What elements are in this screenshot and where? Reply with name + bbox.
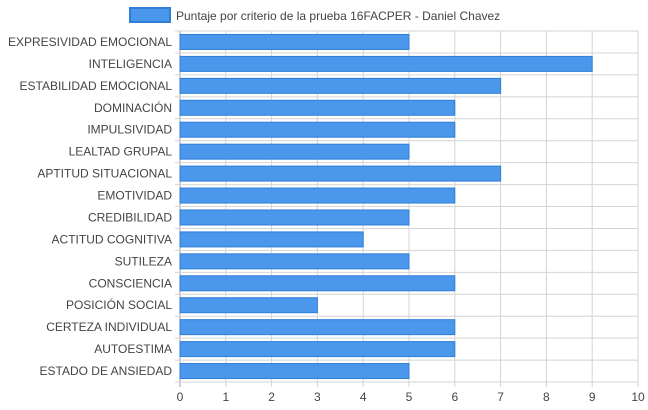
category-label: CERTEZA INDIVIDUAL [46,320,172,334]
bar[interactable] [179,297,318,314]
category-label: APTITUD SITUACIONAL [37,167,172,181]
bar[interactable] [179,275,456,292]
category-label: POSICIÓN SOCIAL [66,297,172,312]
bar[interactable] [179,121,456,138]
bar[interactable] [179,253,410,270]
category-label: AUTOESTIMA [94,342,172,356]
bar[interactable] [179,143,410,160]
legend-swatch [129,7,171,23]
x-tick-label: 7 [497,390,504,404]
x-axis-ticks: 0 1 2 3 4 5 6 7 8 9 10 [177,390,645,404]
x-tick-label: 10 [631,390,645,404]
category-label: ACTITUD COGNITIVA [52,232,172,246]
legend-label: Puntaje por criterio de la prueba 16FACP… [176,9,500,23]
category-label: INTELIGENCIA [89,57,172,71]
x-tick-label: 0 [177,390,184,404]
x-tick-label: 4 [360,390,367,404]
legend[interactable]: Puntaje por criterio de la prueba 16FACP… [129,7,500,23]
category-label: SUTILEZA [115,254,172,268]
x-tick-label: 8 [543,390,550,404]
category-label: EXPRESIVIDAD EMOCIONAL [8,35,172,49]
bar[interactable] [179,55,593,72]
bar[interactable] [179,165,502,182]
bar[interactable] [179,99,456,116]
x-tick-label: 5 [406,390,413,404]
category-label: ESTADO DE ANSIEDAD [40,364,173,378]
category-label: DOMINACIÓN [94,100,172,115]
category-label: EMOTIVIDAD [97,189,172,203]
bar[interactable] [179,231,364,248]
bar[interactable] [179,363,410,380]
x-tick-label: 3 [314,390,321,404]
x-tick-label: 9 [589,390,596,404]
bar[interactable] [179,209,410,226]
category-label: CREDIBILIDAD [88,210,172,224]
category-labels: EXPRESIVIDAD EMOCIONAL INTELIGENCIA ESTABI… [8,35,172,378]
category-label: CONSCIENCIA [89,276,172,290]
x-tick-label: 1 [222,390,229,404]
category-label: IMPULSIVIDAD [87,123,172,137]
bar[interactable] [179,33,410,50]
bar[interactable] [179,187,456,204]
category-label: LEALTAD GRUPAL [69,145,173,159]
bar[interactable] [179,319,456,336]
category-label: ESTABILIDAD EMOCIONAL [20,79,173,93]
bars [179,33,593,380]
bar[interactable] [179,341,456,358]
bar[interactable] [179,77,502,94]
x-tick-label: 2 [268,390,275,404]
x-tick-label: 6 [451,390,458,404]
